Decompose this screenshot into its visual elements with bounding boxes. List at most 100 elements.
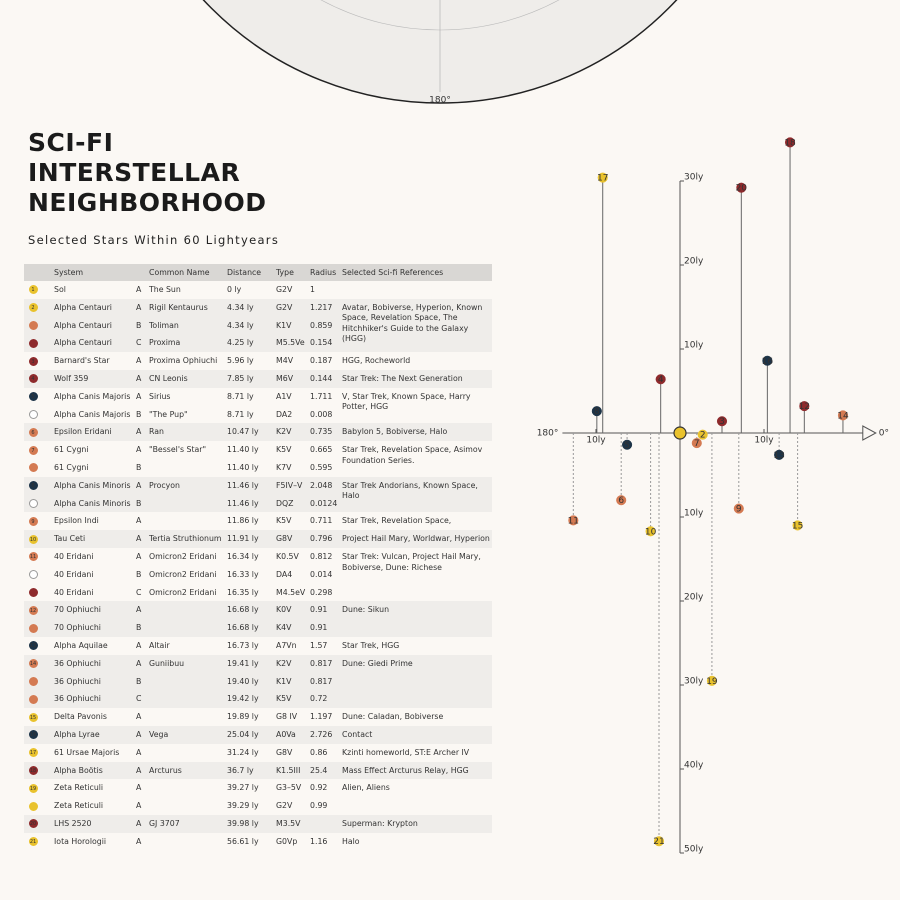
badge bbox=[28, 677, 38, 686]
star-point bbox=[645, 526, 656, 537]
star-point bbox=[799, 401, 810, 412]
cell-type: K1V bbox=[276, 320, 292, 330]
cell-system: Sol bbox=[54, 285, 66, 294]
point-label: 16 bbox=[762, 357, 774, 367]
cell-type: DA4 bbox=[276, 569, 293, 579]
cell-radius: 2.726 bbox=[310, 730, 333, 739]
star-point bbox=[733, 503, 744, 514]
cell-distance: 16.33 ly bbox=[227, 569, 259, 579]
cell-component: A bbox=[136, 445, 142, 455]
cell-system: Alpha Centauri bbox=[54, 338, 112, 348]
row-band bbox=[24, 370, 492, 388]
cell-type: K4V bbox=[276, 623, 292, 633]
badge: 10 bbox=[28, 534, 38, 544]
badge bbox=[28, 410, 38, 419]
y-tick-label: 10ly bbox=[684, 341, 704, 351]
cell-refs: Alien, Aliens bbox=[342, 783, 390, 793]
cell-system: Alpha Lyrae bbox=[54, 730, 100, 739]
cell-component: A bbox=[136, 783, 142, 793]
cell-component: C bbox=[136, 338, 142, 348]
cell-component: B bbox=[136, 463, 142, 472]
cell-radius: 1.197 bbox=[310, 712, 333, 722]
cell-radius: 0.014 bbox=[310, 569, 333, 579]
cell-distance: 11.46 ly bbox=[227, 480, 259, 490]
cell-refs: Babylon 5, Bobiverse, Halo bbox=[342, 427, 448, 437]
cell-radius: 0.86 bbox=[310, 747, 328, 757]
cell-type: G2V bbox=[276, 302, 293, 312]
y-tick-label: 50ly bbox=[684, 845, 704, 855]
title: SCI-FI INTERSTELLAR NEIGHBORHOOD bbox=[28, 128, 267, 217]
cell-component: B bbox=[136, 320, 142, 330]
cell-system: 40 Eridani bbox=[54, 552, 94, 561]
row-band bbox=[24, 298, 492, 317]
badge: 5 bbox=[28, 392, 38, 402]
star-point bbox=[673, 426, 687, 440]
cell-radius: 0.812 bbox=[310, 552, 333, 561]
cell-component: A bbox=[136, 534, 142, 544]
cell-type: DA2 bbox=[276, 409, 293, 419]
cell-type: K0.5V bbox=[276, 552, 299, 561]
cell-name: Rigil Kentaurus bbox=[149, 302, 208, 312]
cell-type: G3–5V bbox=[276, 783, 302, 793]
star-point bbox=[691, 438, 702, 449]
cell-system: Epsilon Indi bbox=[54, 516, 99, 526]
cell-component: B bbox=[136, 569, 142, 579]
cell-refs: Dune: Sikun bbox=[342, 605, 390, 615]
cell-type: M5.5Ve bbox=[276, 338, 305, 348]
cell-radius: 0.91 bbox=[310, 605, 328, 615]
star-point bbox=[591, 406, 602, 417]
row-band bbox=[24, 316, 492, 335]
cell-radius: 2.048 bbox=[310, 480, 333, 490]
cell-system: Delta Pavonis bbox=[54, 712, 107, 722]
cell-system: 61 Cygni bbox=[54, 463, 89, 472]
cell-radius: 0.735 bbox=[310, 427, 333, 437]
badge: 4 bbox=[28, 374, 38, 384]
star-point bbox=[784, 137, 796, 148]
cell-component: A bbox=[136, 374, 142, 383]
badge: 13 bbox=[28, 641, 38, 651]
point-label: 19 bbox=[706, 677, 718, 687]
point-label: 14 bbox=[837, 411, 849, 421]
cell-component: C bbox=[136, 694, 142, 704]
cell-system: Tau Ceti bbox=[54, 534, 86, 544]
star-point bbox=[762, 355, 773, 366]
cell-radius: 1.711 bbox=[310, 391, 333, 401]
row-band bbox=[24, 619, 492, 637]
cell-distance: 11.40 ly bbox=[227, 463, 259, 472]
cell-system: Alpha Boötis bbox=[54, 765, 103, 775]
badge bbox=[28, 321, 38, 330]
cell-component: B bbox=[136, 409, 142, 419]
cell-system: Zeta Reticuli bbox=[54, 783, 104, 793]
cell-component: A bbox=[136, 552, 142, 561]
cell-component: A bbox=[136, 285, 142, 294]
star-point bbox=[616, 495, 627, 506]
cell-refs: Mass Effect Arcturus Relay, HGG bbox=[342, 765, 469, 775]
cell-type: K5V bbox=[276, 445, 292, 455]
point-label: 3 bbox=[719, 417, 725, 427]
row-band bbox=[24, 690, 492, 709]
cell-system: Alpha Centauri bbox=[54, 320, 112, 330]
row-band bbox=[24, 761, 492, 780]
cell-distance: 36.7 ly bbox=[227, 765, 254, 775]
cell-system: Wolf 359 bbox=[54, 374, 89, 383]
cell-system: 40 Eridani bbox=[54, 587, 94, 597]
cell-name: "The Pup" bbox=[149, 409, 188, 419]
cell-system: 61 Ursae Majoris bbox=[54, 747, 120, 757]
cell-radius: 0.817 bbox=[310, 658, 333, 668]
cell-type: A1V bbox=[276, 391, 292, 401]
y-tick-label: 20ly bbox=[684, 257, 704, 267]
cell-system: 70 Ophiuchi bbox=[54, 605, 101, 615]
row-band bbox=[24, 530, 492, 548]
cell-distance: 39.98 ly bbox=[227, 819, 259, 828]
cell-name: Proxima bbox=[149, 338, 181, 348]
cell-system: LHS 2520 bbox=[54, 819, 92, 828]
cell-name: GJ 3707 bbox=[149, 819, 180, 828]
row-band bbox=[24, 815, 492, 833]
star-point bbox=[706, 675, 717, 686]
cell-radius: 1.217 bbox=[310, 302, 333, 312]
cell-component: A bbox=[136, 730, 142, 739]
cell-name: Procyon bbox=[149, 480, 180, 490]
cell-distance: 10.47 ly bbox=[227, 427, 259, 437]
cell-refs: V, Star Trek, Known Space, Harry Potter,… bbox=[342, 391, 471, 412]
